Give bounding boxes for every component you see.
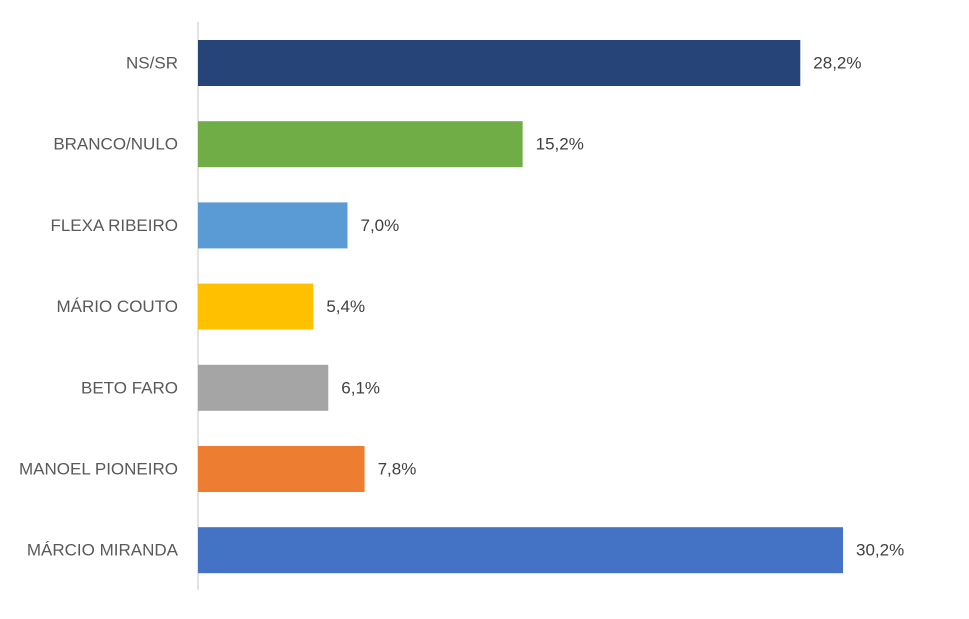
category-labels-group: NS/SR BRANCO/NULO FLEXA RIBEIRO MÁRIO COUTO…: [19, 54, 179, 560]
value-label-6: 30,2%: [856, 541, 904, 560]
category-label-5: MANOEL PIONEIRO: [19, 460, 178, 479]
category-label-1: BRANCO/NULO: [53, 135, 178, 154]
category-label-6: MÁRCIO MIRANDA: [27, 541, 179, 560]
category-label-2: FLEXA RIBEIRO: [50, 216, 178, 235]
value-label-0: 28,2%: [813, 54, 861, 73]
bars-group: [198, 40, 843, 574]
value-label-5: 7,8%: [378, 460, 417, 479]
bar-6: [198, 527, 843, 574]
bar-0: [198, 40, 801, 86]
value-label-3: 5,4%: [326, 297, 365, 316]
bar-4: [198, 364, 329, 411]
bar-1: [198, 121, 523, 168]
value-labels-group: 28,2% 15,2% 7,0% 5,4% 6,1% 7,8% 30,2%: [326, 54, 904, 560]
bar-3: [198, 283, 314, 330]
value-label-4: 6,1%: [341, 378, 380, 397]
category-label-3: MÁRIO COUTO: [56, 297, 178, 316]
value-label-2: 7,0%: [361, 216, 400, 235]
category-label-4: BETO FARO: [81, 378, 178, 397]
value-label-1: 15,2%: [536, 135, 584, 154]
bar-5: [198, 446, 365, 492]
bar-2: [198, 202, 348, 249]
category-label-0: NS/SR: [126, 54, 178, 73]
